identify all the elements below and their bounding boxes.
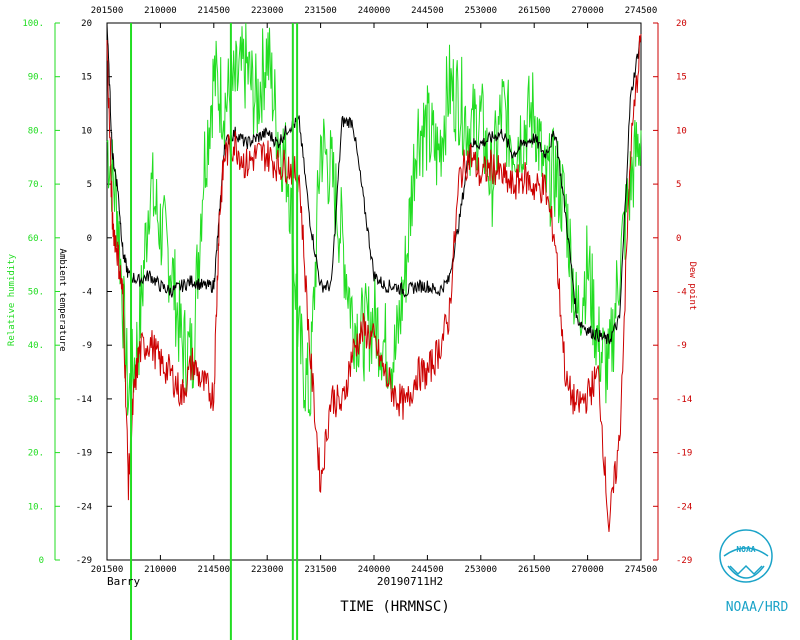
tick-marks — [55, 22, 658, 561]
x-top-tick-label: 214500 — [198, 6, 231, 16]
rh-axis-tick-label: 30. — [28, 395, 44, 405]
x-top-tick-label: 201500 — [91, 6, 124, 16]
x-tick-label: 274500 — [625, 565, 658, 575]
dewpoint-axis-tick-label: 5 — [676, 180, 681, 190]
temperature-axis-tick-label: 5 — [87, 180, 92, 190]
x-axis-title: TIME (HRMNSC) — [340, 599, 450, 615]
rh-axis-tick-label: 20. — [28, 449, 44, 459]
x-top-tick-label: 244500 — [411, 6, 444, 16]
temperature-axis-tick-label: -14 — [76, 395, 92, 405]
x-tick-label: 244500 — [411, 565, 444, 575]
x-top-tick-label: 240000 — [358, 6, 391, 16]
rh-axis-tick-label: 80. — [28, 126, 44, 136]
x-tick-label: 214500 — [198, 565, 231, 575]
rh-axis-tick-label: 0 — [39, 556, 44, 566]
series-line-relative-humidity — [106, 22, 642, 417]
tick-labels: 201500 210000 214500 223000 231500 240000 2445… — [22, 6, 692, 575]
temperature-axis-tick-label: 15 — [81, 73, 92, 83]
series-layer — [106, 22, 642, 640]
rh-axis-tick-label: 50. — [28, 288, 44, 298]
temperature-axis-tick-label: 10 — [81, 126, 92, 136]
x-top-tick-label: 231500 — [304, 6, 337, 16]
x-top-tick-label: 261500 — [518, 6, 551, 16]
dewpoint-axis-tick-label: 15 — [676, 73, 687, 83]
x-top-tick-label: 210000 — [144, 6, 177, 16]
x-top-tick-label: 223000 — [251, 6, 284, 16]
dewpoint-axis-tick-label: 0 — [676, 234, 681, 244]
rh-axis-tick-label: 60. — [28, 234, 44, 244]
rh-axis-tick-label: 100. — [22, 19, 44, 29]
rh-axis-tick-label: 10. — [28, 502, 44, 512]
rh-axis-title: Relative humidity — [7, 253, 17, 346]
dewpoint-axis-tick-label: -9 — [676, 341, 687, 351]
dewpoint-axis-tick-label: -29 — [676, 556, 692, 566]
temperature-axis-tick-label: 20 — [81, 19, 92, 29]
x-tick-label: 223000 — [251, 565, 284, 575]
x-tick-label: 253000 — [465, 565, 498, 575]
x-tick-label: 261500 — [518, 565, 551, 575]
temperature-axis-tick-label: 0 — [87, 234, 92, 244]
dewpoint-axis-tick-label: -19 — [676, 449, 692, 459]
rh-axis-tick-label: 90. — [28, 73, 44, 83]
noaa-logo-icon: NOAA — [719, 529, 773, 583]
dewpoint-axis-tick-label: 20 — [676, 19, 687, 29]
x-tick-label: 210000 — [144, 565, 177, 575]
dewpoint-axis-tick-label: -4 — [676, 288, 687, 298]
x-top-tick-label: 274500 — [625, 6, 658, 16]
series-line-ambient-temperature — [106, 23, 642, 345]
x-top-tick-label: 270000 — [571, 6, 604, 16]
temperature-axis-tick-label: -4 — [81, 288, 92, 298]
rh-axis-tick-label: 40. — [28, 341, 44, 351]
temperature-axis-title: Ambient temperature — [57, 249, 67, 352]
credit-label: NOAA/HRD — [726, 600, 789, 615]
temperature-axis-tick-label: -29 — [76, 556, 92, 566]
rh-axis-tick-label: 70. — [28, 180, 44, 190]
flight-id: 20190711H2 — [377, 575, 443, 588]
x-tick-label: 270000 — [571, 565, 604, 575]
temperature-axis-tick-label: -24 — [76, 502, 92, 512]
series-line-dew-point — [106, 33, 642, 532]
dewpoint-axis-tick-label: 10 — [676, 126, 687, 136]
x-tick-label: 240000 — [358, 565, 391, 575]
x-tick-label: 201500 — [91, 565, 124, 575]
x-top-tick-label: 253000 — [465, 6, 498, 16]
temperature-axis-tick-label: -19 — [76, 449, 92, 459]
dewpoint-axis-tick-label: -14 — [676, 395, 692, 405]
dewpoint-axis-tick-label: -24 — [676, 502, 692, 512]
dewpoint-axis-title: Dew point — [687, 262, 697, 311]
temperature-axis-tick-label: -9 — [81, 341, 92, 351]
x-tick-label: 231500 — [304, 565, 337, 575]
storm-name: Barry — [107, 575, 140, 588]
noaa-logo-text: NOAA — [736, 545, 755, 554]
